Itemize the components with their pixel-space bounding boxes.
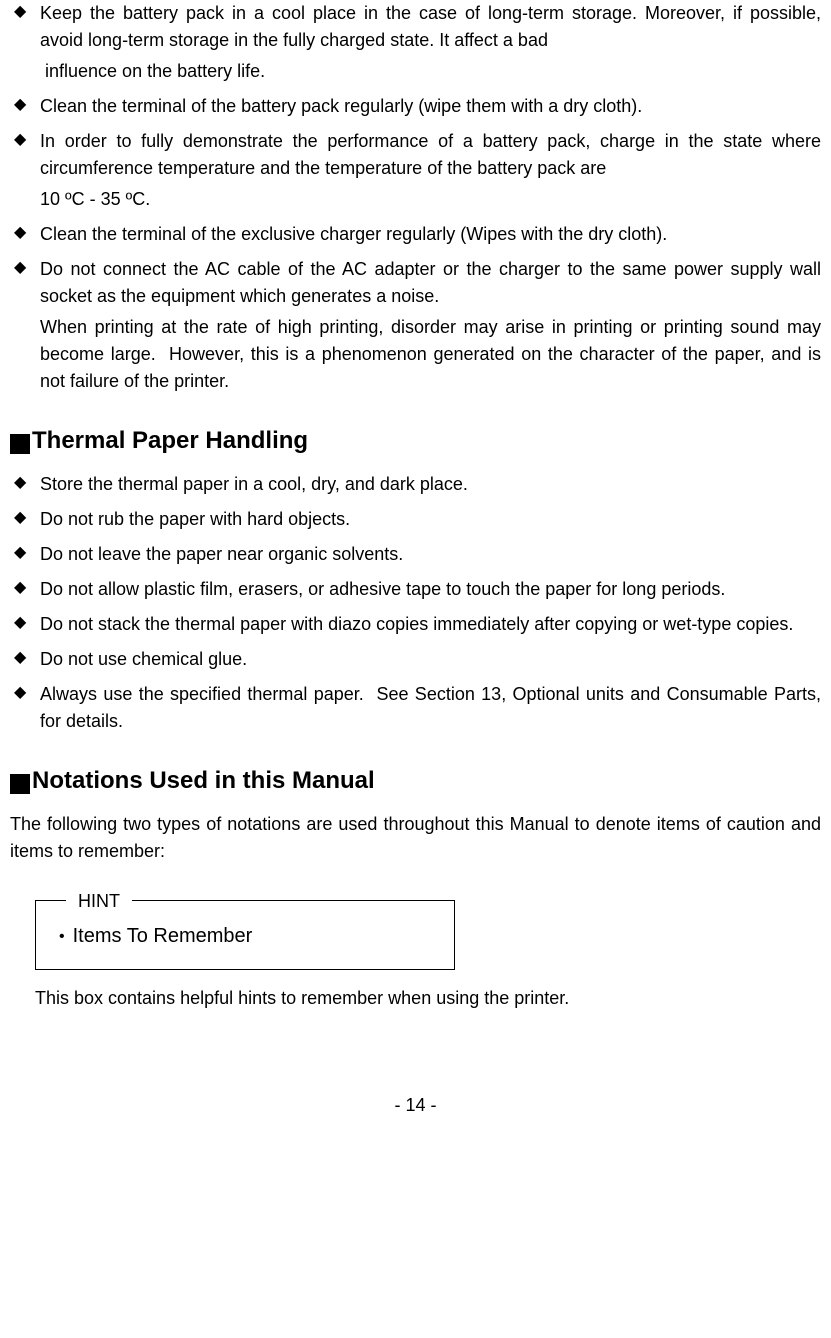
list-subtext: When printing at the rate of high printi… [40, 314, 821, 395]
list-text: Keep the battery pack in a cool place in… [40, 3, 821, 50]
list-text: Do not stack the thermal paper with diaz… [40, 614, 793, 634]
bullet-icon: • [59, 928, 65, 945]
list-subtext: 10 ºC - 35 ºC. [40, 186, 821, 213]
square-marker-icon [10, 434, 30, 454]
list-text: Do not allow plastic film, erasers, or a… [40, 579, 725, 599]
list-item: Store the thermal paper in a cool, dry, … [10, 471, 821, 498]
list-text: Clean the terminal of the exclusive char… [40, 224, 667, 244]
list-subtext: influence on the battery life. [40, 58, 821, 85]
list-text: In order to fully demonstrate the perfor… [40, 131, 821, 178]
heading-text: Thermal Paper Handling [32, 427, 308, 454]
list-item: Always use the specified thermal paper. … [10, 681, 821, 735]
list-item: Do not leave the paper near organic solv… [10, 541, 821, 568]
notations-intro: The following two types of notations are… [10, 811, 821, 865]
list-text: Store the thermal paper in a cool, dry, … [40, 474, 468, 494]
thermal-paper-list: Store the thermal paper in a cool, dry, … [10, 471, 821, 735]
list-text: Clean the terminal of the battery pack r… [40, 96, 642, 116]
list-text: Always use the specified thermal paper. … [40, 684, 821, 731]
list-text: Do not leave the paper near organic solv… [40, 544, 403, 564]
list-item: Keep the battery pack in a cool place in… [10, 0, 821, 85]
list-item: Do not connect the AC cable of the AC ad… [10, 256, 821, 395]
hint-description: This box contains helpful hints to remem… [35, 985, 821, 1012]
hint-content: • Items To Remember [51, 921, 439, 951]
square-marker-icon [10, 774, 30, 794]
notations-heading: Notations Used in this Manual [10, 763, 821, 799]
list-item: Do not use chemical glue. [10, 646, 821, 673]
top-bullet-list: Keep the battery pack in a cool place in… [10, 0, 821, 395]
list-item: Do not rub the paper with hard objects. [10, 506, 821, 533]
hint-box: HINT •Items To Remember [35, 900, 455, 970]
list-text: Do not rub the paper with hard objects. [40, 509, 350, 529]
page-number: - 14 - [10, 1092, 821, 1119]
list-text: Do not use chemical glue. [40, 649, 247, 669]
list-text: Do not connect the AC cable of the AC ad… [40, 259, 821, 306]
thermal-paper-heading: Thermal Paper Handling [10, 423, 821, 459]
list-item: Do not allow plastic film, erasers, or a… [10, 576, 821, 603]
list-item: Do not stack the thermal paper with diaz… [10, 611, 821, 638]
hint-legend: HINT [66, 888, 132, 915]
heading-text: Notations Used in this Manual [32, 767, 375, 794]
list-item: In order to fully demonstrate the perfor… [10, 128, 821, 213]
list-item: Clean the terminal of the battery pack r… [10, 93, 821, 120]
list-item: Clean the terminal of the exclusive char… [10, 221, 821, 248]
hint-text: Items To Remember [73, 925, 253, 947]
